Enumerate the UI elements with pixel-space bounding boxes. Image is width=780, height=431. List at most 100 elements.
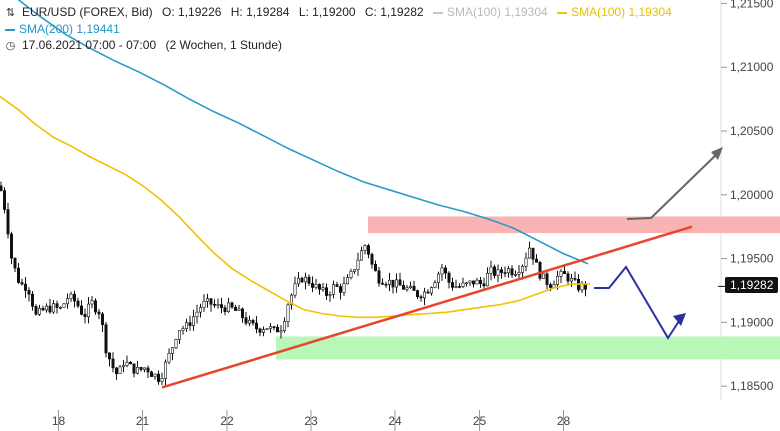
candle-body xyxy=(408,285,412,289)
candle-body xyxy=(531,247,535,260)
high-value: H: 1,19284 xyxy=(230,5,290,19)
candle-body xyxy=(429,287,433,294)
candle-body xyxy=(555,275,559,285)
candle-body xyxy=(268,326,272,329)
open-value: O: 1,19226 xyxy=(162,5,222,19)
candle-body xyxy=(258,328,262,333)
candle-body xyxy=(335,284,339,287)
x-tick-label: 24 xyxy=(388,414,402,428)
candle-body xyxy=(569,278,573,282)
candle-body xyxy=(391,279,395,288)
y-tick-label: 1,20000 xyxy=(730,188,774,202)
candle-body xyxy=(377,270,381,284)
candle-body xyxy=(125,361,129,366)
candle-body xyxy=(307,276,311,284)
candle-body xyxy=(227,302,231,312)
candle-body xyxy=(457,286,461,288)
bullish-scenario-arrow xyxy=(626,151,720,220)
candle-body xyxy=(265,328,269,330)
candle-body xyxy=(87,303,91,318)
candle-body xyxy=(559,271,563,277)
candle-body xyxy=(244,317,248,324)
y-tick-label: 1,18500 xyxy=(730,379,774,393)
y-tick-label: 1,21000 xyxy=(730,60,774,74)
last-price-badge: 1,19282 xyxy=(725,277,779,294)
candle-body xyxy=(209,298,213,305)
x-tick-label: 23 xyxy=(304,414,318,428)
candle-body xyxy=(324,287,328,296)
candle-body xyxy=(164,361,168,379)
candle-body xyxy=(349,271,353,278)
candle-body xyxy=(34,306,38,315)
support-zone xyxy=(276,336,780,360)
candle-body xyxy=(108,352,112,360)
candle-body xyxy=(6,209,10,235)
candle-body xyxy=(255,322,259,330)
candle-body xyxy=(454,286,458,288)
candle-body xyxy=(73,293,77,302)
candle-body xyxy=(115,367,119,375)
candle-body xyxy=(475,279,479,285)
candle-body xyxy=(66,298,70,305)
candle-body xyxy=(541,273,545,279)
candle-body xyxy=(192,316,196,326)
candle-body xyxy=(76,300,80,307)
candle-body xyxy=(520,266,524,273)
candle-body xyxy=(122,365,126,368)
candle-body xyxy=(282,321,286,331)
candle-body xyxy=(405,287,409,290)
candle-body xyxy=(314,284,318,288)
candle-body xyxy=(136,366,140,374)
candle-body xyxy=(10,233,14,259)
candle-body xyxy=(153,373,157,377)
candle-body xyxy=(366,245,370,255)
candle-body xyxy=(303,276,307,283)
candle-body xyxy=(48,305,52,313)
candle-body xyxy=(216,304,220,306)
candle-body xyxy=(174,339,178,349)
x-tick-label: 22 xyxy=(220,414,234,428)
candle-body xyxy=(62,303,66,308)
candle-body xyxy=(384,283,388,286)
candle-body xyxy=(97,311,101,315)
candle-body xyxy=(345,277,349,285)
candle-body xyxy=(352,269,356,272)
candle-body xyxy=(289,294,293,306)
candle-body xyxy=(464,282,468,285)
candle-body xyxy=(321,287,325,290)
candle-body xyxy=(517,272,521,275)
candle-body xyxy=(363,245,367,252)
resistance-zone xyxy=(368,216,780,234)
candle-body xyxy=(342,283,346,293)
candle-body xyxy=(485,272,489,287)
y-tick-label: 1,19000 xyxy=(730,315,774,329)
candle-body xyxy=(489,266,493,274)
candle-body xyxy=(338,286,342,293)
candle-body xyxy=(359,250,363,261)
candle-body xyxy=(41,307,45,311)
candle-body xyxy=(16,267,20,283)
legend-row-sma200: SMA(200) 1,19441 xyxy=(5,22,126,36)
x-tick-label: 25 xyxy=(473,414,487,428)
x-tick-label: 21 xyxy=(136,414,150,428)
candle-body xyxy=(199,307,203,313)
period-label: (2 Wochen, 1 Stunde) xyxy=(165,38,282,52)
sma100-grey-label: SMA(100) 1,19304 xyxy=(432,5,548,19)
legend-row-ohlc: ⇅ EUR/USD (FOREX, Bid) O: 1,19226 H: 1,19… xyxy=(5,5,678,20)
candle-body xyxy=(185,322,189,329)
candle-body xyxy=(356,259,360,270)
candle-body xyxy=(13,257,17,269)
y-tick-label: 1,21500 xyxy=(730,0,774,10)
candle-body xyxy=(426,291,430,294)
sma100-label: SMA(100) 1,19304 xyxy=(557,5,672,19)
candle-body xyxy=(478,279,482,284)
candle-body xyxy=(300,277,304,283)
date-range: 17.06.2021 07:00 - 07:00 xyxy=(22,38,157,52)
candle-body xyxy=(527,247,531,259)
candle-body xyxy=(370,253,374,265)
candle-body xyxy=(443,267,447,274)
candle-body xyxy=(58,306,62,309)
candle-body xyxy=(534,258,538,263)
candle-body xyxy=(104,324,108,354)
candle-body xyxy=(0,185,3,191)
